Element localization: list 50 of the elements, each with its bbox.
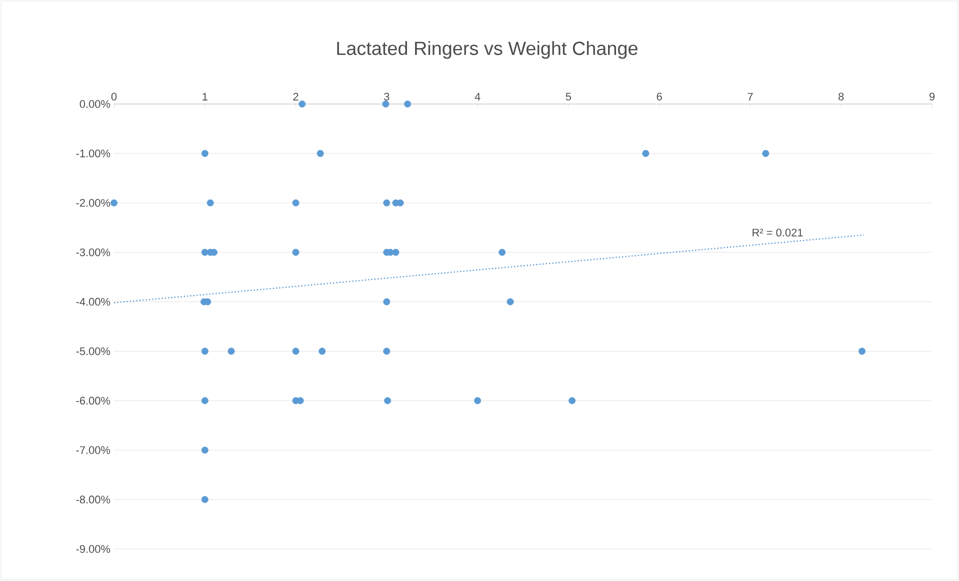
y-tick-label: -1.00% — [76, 150, 110, 158]
point — [474, 397, 482, 404]
annotation: R² = 0.021 — [752, 228, 803, 236]
x-tick-label: 2 — [293, 92, 298, 100]
point — [201, 348, 208, 355]
point — [642, 150, 650, 157]
point — [318, 348, 326, 355]
point — [384, 397, 392, 404]
point — [292, 248, 300, 256]
point — [383, 199, 390, 206]
point — [498, 248, 506, 256]
point — [201, 496, 208, 504]
x-tick-label: 0 — [111, 92, 117, 100]
point — [383, 348, 390, 355]
x-tick-label: 3 — [384, 92, 390, 100]
point — [404, 100, 412, 108]
point — [316, 150, 324, 157]
y-tick-label: -9.00% — [76, 545, 110, 553]
point — [206, 199, 214, 206]
point — [762, 150, 770, 157]
y-tick-label: -3.00% — [76, 248, 110, 256]
y-tick-label: -5.00% — [76, 347, 110, 356]
y-tick-label: -4.00% — [76, 298, 110, 306]
point — [383, 298, 390, 306]
point — [392, 248, 400, 256]
point — [110, 199, 118, 206]
x-tick-label: 5 — [566, 92, 572, 100]
x-tick-label: 1 — [202, 92, 208, 100]
y-tick-label: -8.00% — [76, 496, 110, 504]
point — [292, 199, 300, 206]
point — [201, 446, 208, 454]
y-tick-label: -6.00% — [76, 396, 110, 405]
x-tick-label: 8 — [838, 92, 844, 100]
x-tick-label: 7 — [748, 92, 753, 100]
x-tick-label: 9 — [929, 92, 935, 100]
x-tick-label: 6 — [656, 92, 662, 100]
point — [506, 298, 514, 306]
y-tick-label: -7.00% — [76, 446, 110, 454]
point — [201, 397, 208, 404]
point — [858, 348, 866, 355]
y-tick-label: 0.00% — [80, 100, 110, 108]
point — [382, 100, 390, 108]
x-tick-label: 4 — [474, 92, 480, 100]
point — [292, 348, 300, 355]
point — [201, 150, 208, 157]
point — [228, 348, 235, 355]
y-tick-label: -2.00% — [76, 199, 110, 207]
chart-title: Lactated Ringers vs Weight Change — [337, 41, 638, 59]
point — [568, 397, 576, 404]
point — [298, 100, 306, 108]
